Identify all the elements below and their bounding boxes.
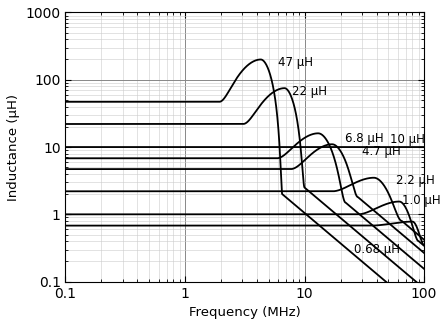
Y-axis label: Inductance (μH): Inductance (μH) (7, 94, 20, 200)
Text: 4.7 μH: 4.7 μH (362, 145, 401, 158)
X-axis label: Frequency (MHz): Frequency (MHz) (189, 306, 301, 319)
Text: 47 μH: 47 μH (278, 56, 313, 69)
Text: 1.0 μH: 1.0 μH (402, 194, 440, 207)
Text: 0.68 μH: 0.68 μH (354, 243, 400, 256)
Text: 6.8 μH: 6.8 μH (345, 132, 384, 145)
Text: 2.2 μH: 2.2 μH (396, 174, 435, 187)
Text: 22 μH: 22 μH (292, 84, 327, 97)
Text: 10 μH: 10 μH (390, 133, 425, 146)
